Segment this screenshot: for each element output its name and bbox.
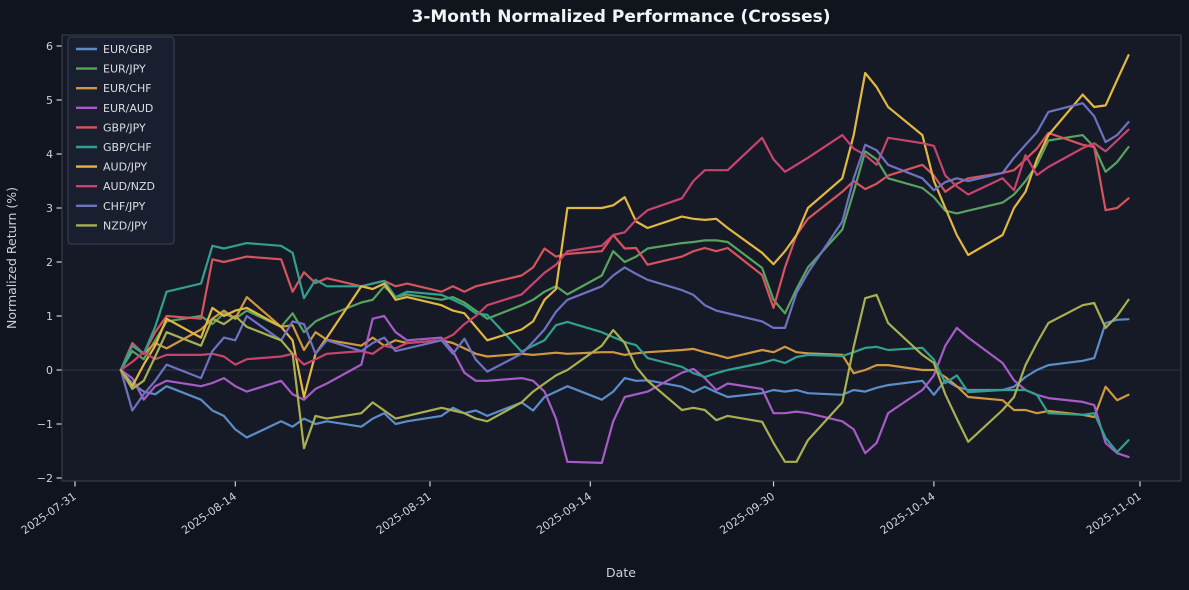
x-tick-label: 2025-07-31 [19, 490, 79, 537]
legend-item: EUR/JPY [76, 63, 146, 76]
legend-label: EUR/GBP [103, 43, 152, 56]
series-line-eur-jpy [119, 134, 1130, 372]
legend-item: EUR/GBP [76, 43, 152, 56]
series-line-eur-gbp [119, 318, 1130, 439]
y-tick-label: 0 [46, 364, 53, 377]
y-tick-label: 3 [46, 202, 53, 215]
y-tick-label: −1 [37, 418, 53, 431]
legend-label: EUR/CHF [103, 82, 152, 95]
legend-item: AUD/JPY [76, 161, 147, 174]
legend-item: EUR/AUD [76, 102, 153, 115]
x-tick-label: 2025-08-31 [374, 490, 434, 537]
series-line-aud-jpy [119, 54, 1130, 399]
series-lines [119, 54, 1130, 464]
legend-label: NZD/JPY [103, 219, 148, 232]
series-line-aud-nzd [119, 128, 1130, 372]
x-tick-label: 2025-09-30 [717, 490, 777, 537]
x-tick-label: 2025-08-14 [179, 490, 239, 537]
series-line-gbp-jpy [119, 131, 1130, 372]
legend-item: AUD/NZD [76, 180, 155, 193]
legend-label: AUD/JPY [103, 161, 147, 174]
x-axis-label: Date [606, 565, 636, 580]
series-line-nzd-jpy [119, 293, 1130, 463]
y-tick-label: 4 [46, 148, 53, 161]
y-axis-label: Normalized Return (%) [4, 187, 19, 329]
y-tick-label: 1 [46, 310, 53, 323]
y-tick-label: 2 [46, 256, 53, 269]
legend-label: GBP/JPY [103, 121, 146, 134]
legend-label: AUD/NZD [103, 180, 155, 193]
series-line-eur-aud [119, 314, 1130, 464]
legend-label: GBP/CHF [103, 141, 152, 154]
legend-label: EUR/JPY [103, 63, 146, 76]
plot-border [61, 34, 1182, 482]
x-tick-label: 2025-09-14 [534, 490, 594, 537]
legend-label: CHF/JPY [103, 200, 146, 213]
y-tick-label: 5 [46, 94, 53, 107]
x-tick-label: 2025-10-14 [878, 490, 938, 537]
legend-item: GBP/CHF [76, 141, 152, 154]
legend-item: CHF/JPY [76, 200, 146, 213]
y-tick-label: 6 [46, 40, 53, 53]
legend-label: EUR/AUD [103, 102, 153, 115]
x-tick-label: 2025-11-01 [1084, 490, 1144, 537]
legend: EUR/GBP EUR/JPY EUR/CHF EUR/AUD GBP/JPY GBP/C… [67, 36, 175, 245]
legend-item: GBP/JPY [76, 121, 146, 134]
y-tick-label: −2 [37, 472, 53, 485]
plot-frame [61, 34, 1182, 482]
legend-item: NZD/JPY [76, 219, 148, 232]
legend-item: EUR/CHF [76, 82, 152, 95]
chart-title: 3-Month Normalized Performance (Crosses) [412, 7, 831, 27]
series-line-chf-jpy [119, 102, 1130, 412]
